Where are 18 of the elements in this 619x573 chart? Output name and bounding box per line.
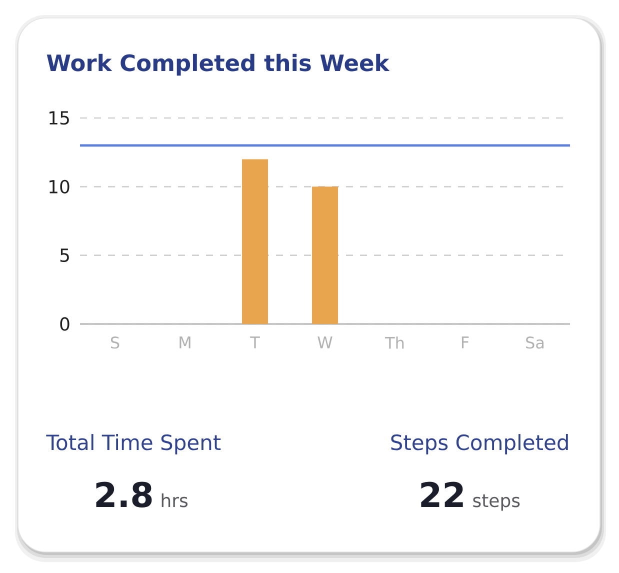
x-tick-label: W (318, 336, 332, 348)
y-tick-label: 5 (60, 248, 69, 262)
x-tick-label: M (180, 336, 190, 348)
x-tick-label: T (250, 336, 260, 348)
text: Total Time Spent (46, 434, 221, 454)
text: hrs (162, 493, 188, 508)
text: steps (473, 494, 520, 511)
text: 22 (421, 482, 463, 507)
chart-title: Work Completed this Week (46, 54, 390, 76)
y-tick-label: 10 (50, 180, 70, 194)
x-tick-label: F (462, 336, 469, 348)
x-tick-label: Th (384, 336, 404, 349)
x-tick-label: S (110, 336, 120, 349)
x-tick-label: Sa (526, 336, 544, 349)
y-tick-label: 0 (60, 317, 70, 331)
text: 2.8 (96, 482, 152, 508)
text: Steps Completed (391, 434, 568, 454)
y-tick-label: 15 (50, 111, 69, 125)
